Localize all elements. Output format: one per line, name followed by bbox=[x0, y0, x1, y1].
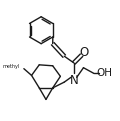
Text: O: O bbox=[80, 46, 89, 59]
Text: N: N bbox=[69, 74, 78, 87]
Text: OH: OH bbox=[97, 68, 113, 79]
Text: methyl: methyl bbox=[3, 64, 20, 69]
